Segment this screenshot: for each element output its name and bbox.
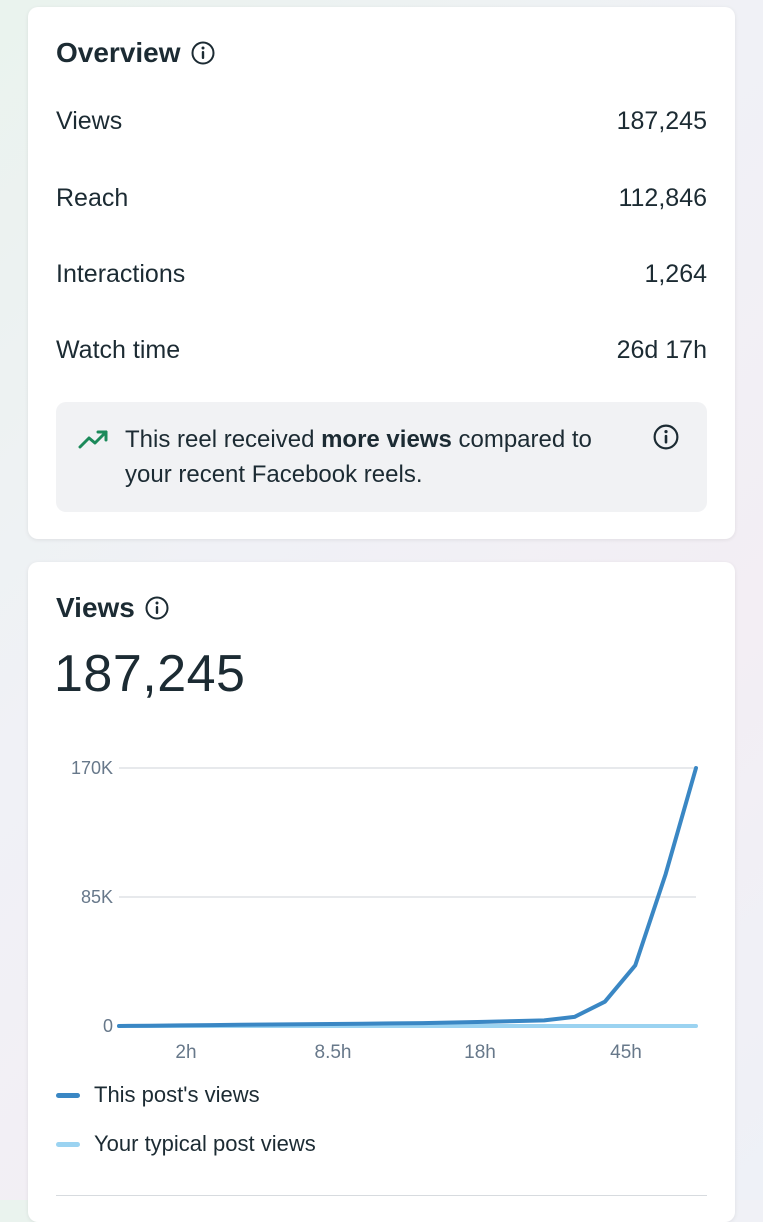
- callout-text-after: compared to your recent Facebook reels.: [125, 426, 592, 488]
- views-line-chart: 170K 85K 0 2h 8.5h 18h 45h: [71, 758, 698, 1062]
- overview-title-text: Overview: [56, 37, 181, 68]
- views-title: Views: [56, 592, 169, 624]
- metric-label: Reach: [56, 183, 129, 212]
- metric-value: 112,846: [618, 183, 707, 212]
- y-tick-label: 170K: [71, 758, 113, 778]
- callout-text: This reel received more views compared t…: [125, 422, 635, 492]
- y-tick-label: 85K: [81, 887, 113, 907]
- legend-label: This post's views: [94, 1082, 260, 1107]
- overview-card: Overview Views 187,245 Reach 112,846 Int…: [28, 7, 735, 539]
- legend-swatch-typical: [56, 1141, 80, 1147]
- y-tick-label: 0: [103, 1016, 113, 1036]
- metric-label: Views: [56, 106, 123, 135]
- metric-label: Interactions: [56, 259, 186, 288]
- legend-typical: Your typical post views: [56, 1131, 316, 1157]
- legend-this-post: This post's views: [56, 1082, 260, 1108]
- views-title-text: Views: [56, 592, 135, 623]
- callout-text-before: This reel received: [125, 426, 322, 453]
- info-icon[interactable]: [191, 41, 215, 65]
- x-tick-label: 2h: [175, 1042, 196, 1062]
- metric-value: 1,264: [644, 259, 707, 288]
- views-total: 187,245: [54, 645, 246, 703]
- legend-label: Your typical post views: [94, 1131, 316, 1156]
- x-tick-label: 45h: [610, 1042, 642, 1062]
- callout-text-bold: more views: [321, 426, 452, 453]
- info-icon[interactable]: [145, 596, 169, 620]
- divider: [56, 1195, 707, 1196]
- performance-callout: This reel received more views compared t…: [56, 402, 707, 512]
- views-card: Views 187,245 170K 85K 0 2h 8.5h 18h 45h This …: [28, 562, 735, 1222]
- overview-title: Overview: [56, 37, 215, 69]
- metric-row-watch-time: Watch time 26d 17h: [56, 330, 707, 370]
- x-tick-label: 8.5h: [315, 1042, 352, 1062]
- series-line-this-post: [117, 766, 698, 1028]
- metric-value: 26d 17h: [616, 335, 707, 364]
- legend-swatch-this-post: [56, 1092, 80, 1098]
- metric-value: 187,245: [616, 106, 707, 135]
- x-tick-label: 18h: [464, 1042, 496, 1062]
- trending-up-icon: [78, 430, 108, 449]
- metric-row-interactions: Interactions 1,264: [56, 254, 707, 294]
- metric-row-views: Views 187,245: [56, 101, 707, 141]
- metric-row-reach: Reach 112,846: [56, 178, 707, 218]
- metric-label: Watch time: [56, 335, 181, 364]
- info-icon[interactable]: [653, 424, 679, 450]
